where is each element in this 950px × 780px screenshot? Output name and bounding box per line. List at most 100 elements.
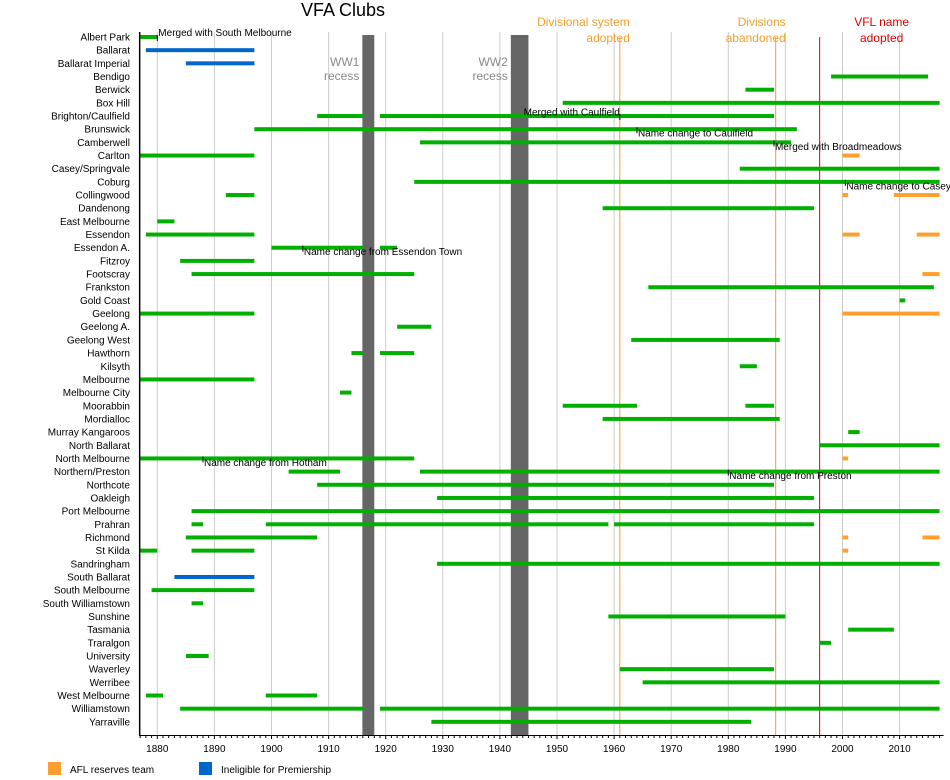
bar-member <box>397 324 432 329</box>
club-label: Port Melbourne <box>62 507 131 518</box>
annotation-layer: Merged with South Melbourne Merged with C… <box>156 28 950 482</box>
club-label: Williamstown <box>72 704 130 715</box>
club-label: Waverley <box>89 665 130 676</box>
bar-member <box>562 100 940 105</box>
bar-ineligible <box>145 48 255 53</box>
bar-member <box>631 337 780 342</box>
bar-member <box>419 140 792 145</box>
bar-member <box>265 522 609 527</box>
bar-member <box>140 311 255 316</box>
bar-member <box>140 377 255 382</box>
recess-label: WW2 <box>478 55 508 69</box>
bar-member <box>140 456 415 461</box>
legend-label: Ineligible for Premiership <box>221 765 331 776</box>
annotation-text: Name change from Essendon Town <box>304 247 462 258</box>
legend-label: AFL reserves team <box>70 765 154 776</box>
bar-member <box>317 482 774 487</box>
bar-member <box>431 719 752 724</box>
club-label: Casey/Springvale <box>52 164 131 175</box>
bar-member <box>225 193 255 198</box>
bar-member <box>648 285 934 290</box>
club-label: Moorabbin <box>83 401 130 412</box>
bar-member <box>899 298 906 303</box>
club-label: Sandringham <box>71 559 130 570</box>
bar-member <box>185 535 318 540</box>
x-tick-label: 1880 <box>146 744 169 755</box>
club-label: Geelong West <box>67 335 130 346</box>
bar-member <box>831 74 929 79</box>
club-label: Richmond <box>85 533 130 544</box>
recess-label: WW1 <box>330 55 360 69</box>
club-label: Hawthorn <box>87 349 130 360</box>
club-label: Fitzroy <box>100 256 130 267</box>
grid-layer <box>156 32 901 735</box>
club-label: Camberwell <box>77 138 130 149</box>
club-label: Kilsyth <box>101 362 130 373</box>
bar-afl_reserves <box>842 232 860 237</box>
club-label: Melbourne <box>83 375 131 386</box>
bar-member <box>140 548 158 553</box>
club-label: Mordialloc <box>84 414 130 425</box>
club-label: Brunswick <box>84 125 131 136</box>
bar-member <box>419 469 940 474</box>
club-label-layer: Albert Park Ballarat Ballarat Imperial Bend… <box>43 33 131 729</box>
x-tick-label: 1970 <box>660 744 683 755</box>
event-layer: Divisional system adopted Divisions abandon… <box>537 15 909 735</box>
bar-member <box>185 653 209 658</box>
bar-member <box>745 87 774 92</box>
club-label: Oakleigh <box>91 493 130 504</box>
recess-label: recess <box>324 69 359 83</box>
bar-member <box>379 351 415 356</box>
club-label: Northcote <box>87 480 131 491</box>
bar-member <box>819 640 832 645</box>
bar-member <box>848 627 894 632</box>
bar-member <box>145 232 255 237</box>
event-label: adopted <box>586 31 629 45</box>
x-tick-label: 1890 <box>203 744 226 755</box>
chart-title: VFA Clubs <box>301 0 385 20</box>
bar-layer <box>140 35 940 724</box>
bar-member <box>191 509 940 514</box>
bar-member <box>317 114 363 119</box>
bar-member <box>265 693 318 698</box>
bar-ineligible <box>185 61 255 66</box>
club-label: Collingwood <box>76 191 130 202</box>
club-label: Ballarat <box>96 46 130 57</box>
club-label: Albert Park <box>81 33 131 44</box>
club-label: Traralgon <box>88 638 130 649</box>
club-label: West Melbourne <box>57 691 130 702</box>
club-label: Brighton/Caulfield <box>51 112 130 123</box>
bar-member <box>180 258 255 263</box>
bar-afl_reserves <box>842 548 849 553</box>
club-label: Berwick <box>95 85 131 96</box>
bar-member <box>151 588 255 593</box>
annotation-text: Merged with Broadmeadows <box>775 142 902 153</box>
club-label: Frankston <box>86 283 130 294</box>
recess-bar-1 <box>362 35 375 735</box>
annotation-text: Name change to Casey <box>846 181 950 192</box>
club-label: Tasmania <box>87 625 130 636</box>
club-label: Sunshine <box>88 612 130 623</box>
bar-member <box>140 153 255 158</box>
club-label: Footscray <box>86 270 130 281</box>
bar-member <box>379 706 940 711</box>
x-tick-label: 1910 <box>317 744 340 755</box>
club-label: Prahran <box>94 520 130 531</box>
bar-member <box>157 219 175 224</box>
bar-member <box>254 127 797 132</box>
event-label: Divisional system <box>537 15 630 29</box>
x-tick-label: 1940 <box>489 744 512 755</box>
bar-member <box>379 245 398 250</box>
bar-member <box>745 403 774 408</box>
club-label: Yarraville <box>89 717 130 728</box>
x-tick-label: 1930 <box>432 744 455 755</box>
x-tick-label: 1960 <box>603 744 626 755</box>
club-label: Essendon <box>86 230 130 241</box>
club-label: South Ballarat <box>67 572 130 583</box>
bar-member <box>848 430 860 435</box>
bar-member <box>642 680 940 685</box>
club-label: Bendigo <box>93 72 130 83</box>
x-tick-label: 2010 <box>888 744 911 755</box>
bar-member <box>145 693 164 698</box>
club-label: Werribee <box>90 678 131 689</box>
